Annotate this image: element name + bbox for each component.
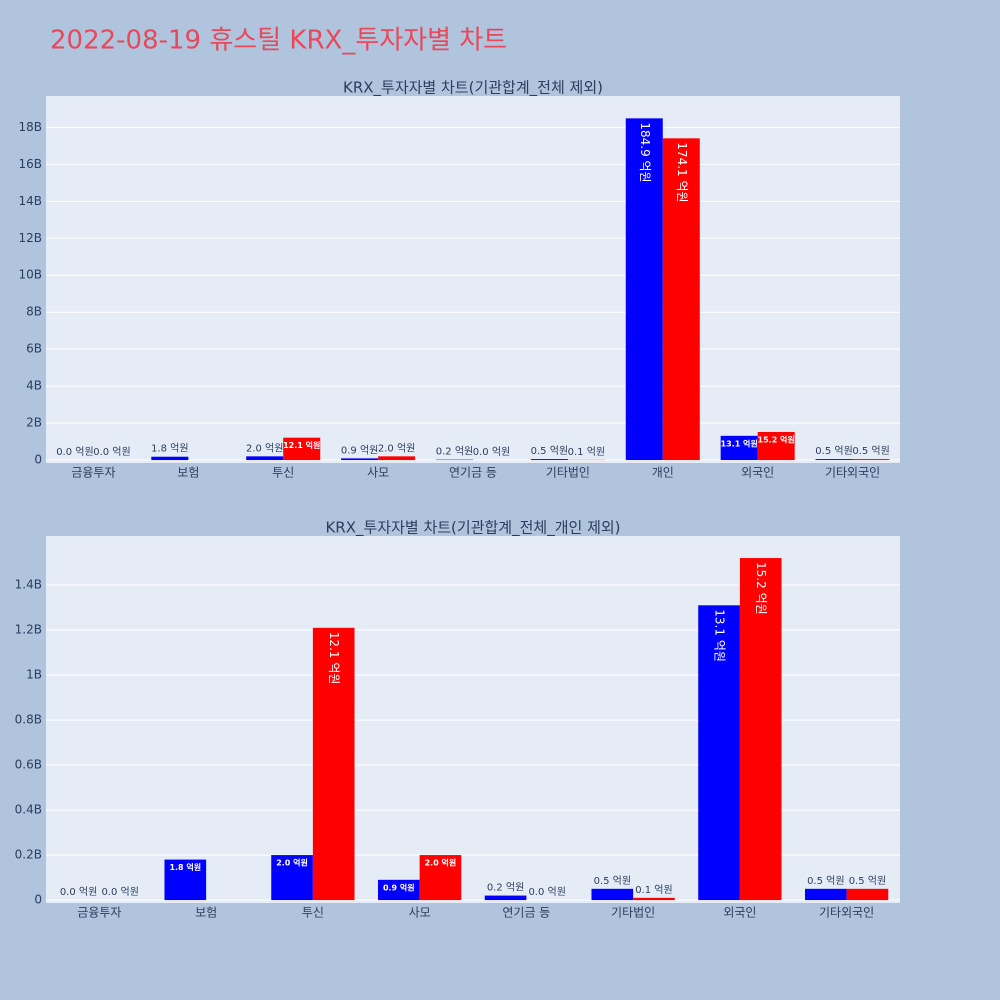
value-label: 0.1 억원 — [635, 884, 672, 896]
bar — [698, 605, 740, 901]
x-tick-label: 기타법인 — [546, 466, 590, 480]
bar — [378, 456, 416, 461]
bar — [815, 459, 853, 461]
value-label: 1.8 억원 — [151, 443, 188, 455]
chart-title: KRX_투자자별 차트(기관합계_전체 제외) — [343, 79, 603, 98]
x-tick-label: 투신 — [302, 906, 324, 920]
value-label: 0.0 억원 — [528, 886, 565, 898]
y-tick-label: 1.2B — [15, 623, 42, 637]
y-tick-label: 0 — [34, 893, 42, 907]
value-label: 0.0 억원 — [60, 886, 97, 898]
value-label: 0.5 억원 — [849, 875, 886, 887]
x-tick-label: 기타법인 — [611, 906, 655, 920]
value-label: 0.9 억원 — [341, 444, 378, 456]
value-label: 0.0 억원 — [473, 446, 510, 458]
value-label: 2.0 억원 — [246, 442, 283, 454]
value-label: 0.5 억원 — [815, 445, 852, 457]
value-label: 13.1 억원 — [721, 438, 758, 448]
value-label: 2.0 억원 — [378, 442, 415, 454]
value-label: 0.2 억원 — [436, 446, 473, 458]
x-tick-label: 금융투자 — [77, 906, 121, 920]
x-tick-label: 외국인 — [723, 906, 756, 920]
y-tick-label: 2B — [26, 416, 42, 430]
bar — [246, 456, 284, 461]
value-label: 0.0 억원 — [56, 446, 93, 458]
bar — [283, 437, 321, 461]
bar — [846, 888, 889, 901]
value-label: 0.1 억원 — [568, 446, 605, 458]
value-label: 174.1 억원 — [675, 142, 689, 202]
x-tick-label: 보험 — [177, 466, 199, 480]
bar — [377, 879, 420, 901]
y-tick-label: 0.2B — [15, 848, 42, 862]
bar — [739, 558, 782, 901]
x-tick-label: 기타외국인 — [825, 466, 880, 480]
bar — [164, 859, 207, 901]
value-label: 0.9 억원 — [383, 882, 415, 892]
value-label: 0.5 억원 — [594, 875, 631, 887]
y-tick-label: 0 — [34, 453, 42, 467]
value-label: 2.0 억원 — [276, 858, 308, 868]
value-label: 184.9 억원 — [638, 122, 652, 182]
y-tick-label: 0.8B — [15, 713, 42, 727]
bar — [720, 435, 758, 461]
bar — [804, 888, 847, 901]
bar — [151, 456, 189, 461]
y-tick-label: 10B — [18, 268, 42, 282]
page-title: 2022-08-19 휴스틸 KRX_투자자별 차트 — [50, 26, 507, 56]
x-tick-label: 사모 — [367, 466, 389, 480]
y-tick-label: 12B — [18, 231, 42, 245]
value-label: 13.1 억원 — [713, 609, 727, 662]
value-label: 15.2 억원 — [758, 434, 795, 444]
value-label: 0.5 억원 — [852, 445, 889, 457]
bar — [530, 459, 568, 461]
value-label: 0.0 억원 — [93, 446, 130, 458]
x-tick-label: 연기금 등 — [502, 906, 550, 920]
y-tick-label: 1B — [26, 668, 42, 682]
y-tick-label: 14B — [18, 194, 42, 208]
value-label: 15.2 억원 — [754, 562, 768, 615]
y-tick-label: 1.4B — [15, 578, 42, 592]
y-tick-label: 0.6B — [15, 758, 42, 772]
value-label: 12.1 억원 — [327, 632, 341, 685]
x-tick-label: 외국인 — [741, 466, 774, 480]
y-tick-label: 16B — [18, 157, 42, 171]
bar — [662, 138, 700, 461]
y-tick-label: 6B — [26, 342, 42, 356]
plot-area — [46, 96, 900, 463]
x-tick-label: 보험 — [195, 906, 217, 920]
value-label: 0.5 억원 — [807, 875, 844, 887]
x-tick-label: 연기금 등 — [449, 466, 497, 480]
y-tick-label: 0.4B — [15, 803, 42, 817]
value-label: 0.2 억원 — [487, 882, 524, 894]
x-tick-label: 금융투자 — [71, 466, 115, 480]
bar — [312, 627, 355, 901]
x-tick-label: 사모 — [409, 906, 431, 920]
value-label: 0.5 억원 — [531, 445, 568, 457]
value-label: 1.8 억원 — [169, 862, 201, 872]
bar — [625, 118, 663, 461]
value-label: 0.0 억원 — [101, 886, 138, 898]
bar — [484, 895, 527, 901]
bar — [757, 431, 795, 461]
chart-title: KRX_투자자별 차트(기관합계_전체_개인 제외) — [325, 519, 620, 538]
bar — [633, 897, 675, 901]
x-tick-label: 기타외국인 — [819, 906, 874, 920]
y-tick-label: 8B — [26, 305, 42, 319]
x-tick-label: 투신 — [272, 466, 294, 480]
x-tick-label: 개인 — [652, 466, 674, 480]
bar — [271, 855, 313, 901]
value-label: 12.1 억원 — [283, 440, 320, 450]
y-tick-label: 18B — [18, 120, 42, 134]
bar — [419, 855, 462, 901]
bar — [341, 458, 379, 461]
y-tick-label: 4B — [26, 379, 42, 393]
bar — [852, 459, 890, 461]
bar — [591, 888, 634, 901]
value-label: 2.0 억원 — [425, 858, 457, 868]
